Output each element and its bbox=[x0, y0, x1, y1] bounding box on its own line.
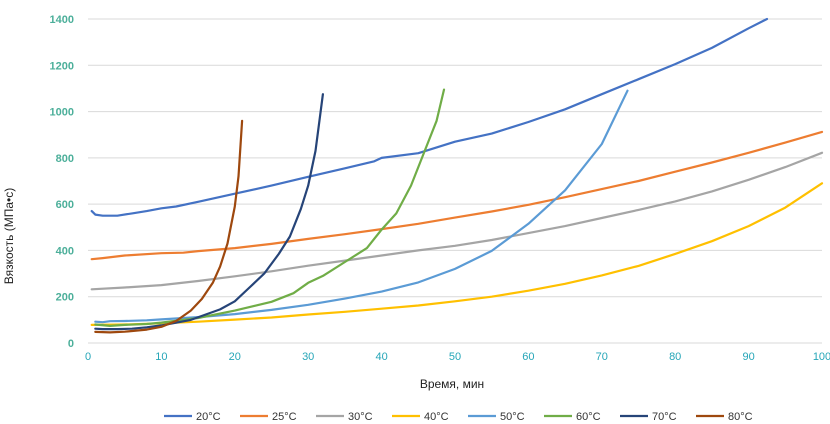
legend: 20°C 25°C 30°C 40°C 50°C 60°C 70°C 80°C bbox=[164, 411, 753, 423]
y-tick-label: 200 bbox=[56, 292, 74, 304]
gridlines bbox=[88, 18, 822, 344]
legend-label: 70°C bbox=[652, 411, 677, 423]
y-tick-label: 800 bbox=[56, 153, 74, 165]
x-tick-label: 0 bbox=[85, 351, 91, 363]
y-tick-label: 1400 bbox=[50, 14, 74, 26]
series-line bbox=[90, 151, 824, 291]
x-axis-ticks: 0 10 20 30 40 50 60 70 80 90 100 bbox=[85, 351, 830, 363]
x-axis-label: Время, мин bbox=[420, 377, 484, 391]
x-tick-label: 80 bbox=[669, 351, 681, 363]
x-tick-label: 60 bbox=[522, 351, 534, 363]
legend-label: 20°C bbox=[196, 411, 221, 423]
y-tick-label: 1200 bbox=[50, 60, 74, 72]
legend-label: 30°C bbox=[348, 411, 373, 423]
y-tick-label: 400 bbox=[56, 245, 74, 257]
series-line bbox=[94, 89, 629, 324]
x-tick-label: 30 bbox=[302, 351, 314, 363]
legend-label: 60°C bbox=[576, 411, 601, 423]
y-tick-label: 0 bbox=[68, 338, 74, 350]
series-lines bbox=[90, 17, 824, 334]
x-tick-label: 10 bbox=[155, 351, 167, 363]
y-axis-label: Вязкость (МПа•с) bbox=[2, 188, 16, 285]
x-tick-label: 70 bbox=[596, 351, 608, 363]
y-tick-label: 1000 bbox=[50, 107, 74, 119]
y-axis-ticks: 0 200 400 600 800 1000 1200 1400 bbox=[50, 14, 74, 350]
series-line bbox=[94, 93, 324, 331]
x-tick-label: 20 bbox=[229, 351, 241, 363]
series-line bbox=[94, 119, 244, 334]
legend-label: 40°C bbox=[424, 411, 449, 423]
x-tick-label: 40 bbox=[375, 351, 387, 363]
legend-label: 25°C bbox=[272, 411, 297, 423]
series-line bbox=[94, 88, 446, 327]
series-line bbox=[90, 182, 824, 326]
legend-label: 80°C bbox=[728, 411, 753, 423]
y-tick-label: 600 bbox=[56, 199, 74, 211]
x-tick-label: 50 bbox=[449, 351, 461, 363]
series-line bbox=[90, 130, 824, 261]
series-line bbox=[90, 17, 769, 217]
legend-label: 50°C bbox=[500, 411, 525, 423]
x-tick-label: 90 bbox=[742, 351, 754, 363]
x-tick-label: 100 bbox=[813, 351, 830, 363]
